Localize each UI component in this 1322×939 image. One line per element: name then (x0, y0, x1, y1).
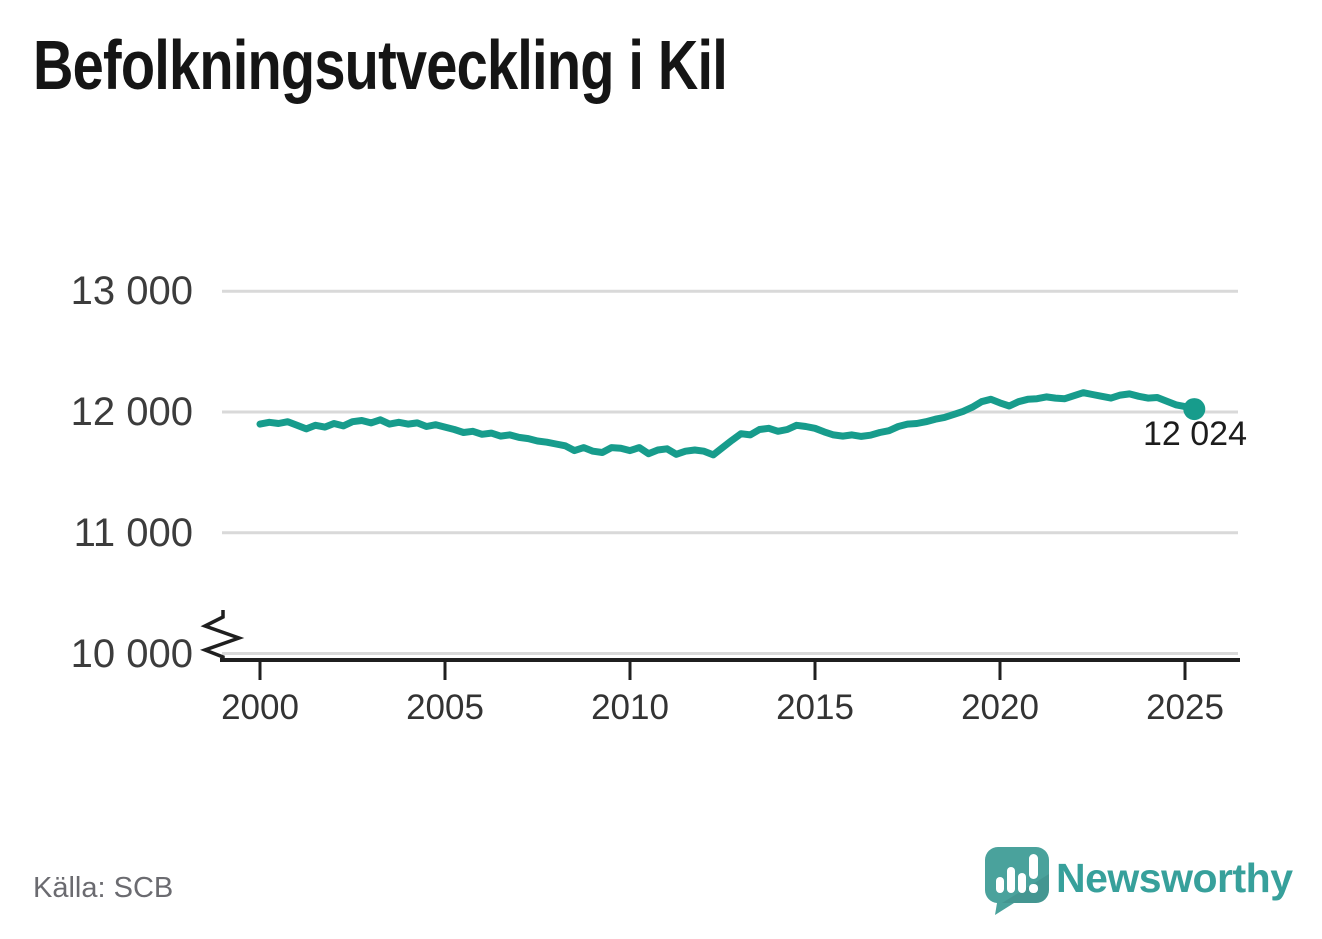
newsworthy-bubble-chart-icon (984, 847, 1049, 915)
newsworthy-logo-text: Newsworthy (1056, 855, 1293, 901)
x-tick-label: 2000 (221, 688, 299, 727)
y-tick-label: 11 000 (73, 510, 193, 555)
x-tick-label: 2025 (1146, 688, 1224, 727)
bar-3 (1018, 873, 1026, 893)
population-line (256, 389, 1198, 459)
x-tick-label: 2020 (961, 688, 1039, 727)
x-tick-label: 2005 (406, 688, 484, 727)
x-tick-label: 2015 (776, 688, 854, 727)
exclamation-stem (1029, 854, 1038, 879)
y-tick-label: 10 000 (70, 631, 193, 676)
exclamation-dot (1029, 884, 1038, 893)
end-point-marker (1183, 398, 1206, 421)
end-value-label: 12 024 (1143, 415, 1247, 453)
source-label: Källa: SCB (33, 872, 174, 904)
bar-2 (1007, 867, 1015, 893)
axis-break-icon (199, 610, 245, 660)
newsworthy-logo: Newsworthy (984, 846, 1304, 918)
y-tick-label: 13 000 (70, 269, 193, 314)
y-tick-label: 12 000 (70, 390, 193, 434)
x-tick-label: 2010 (591, 688, 669, 727)
bar-1 (996, 877, 1004, 893)
chart-title: Befolkningsutveckling i Kil (33, 26, 728, 104)
